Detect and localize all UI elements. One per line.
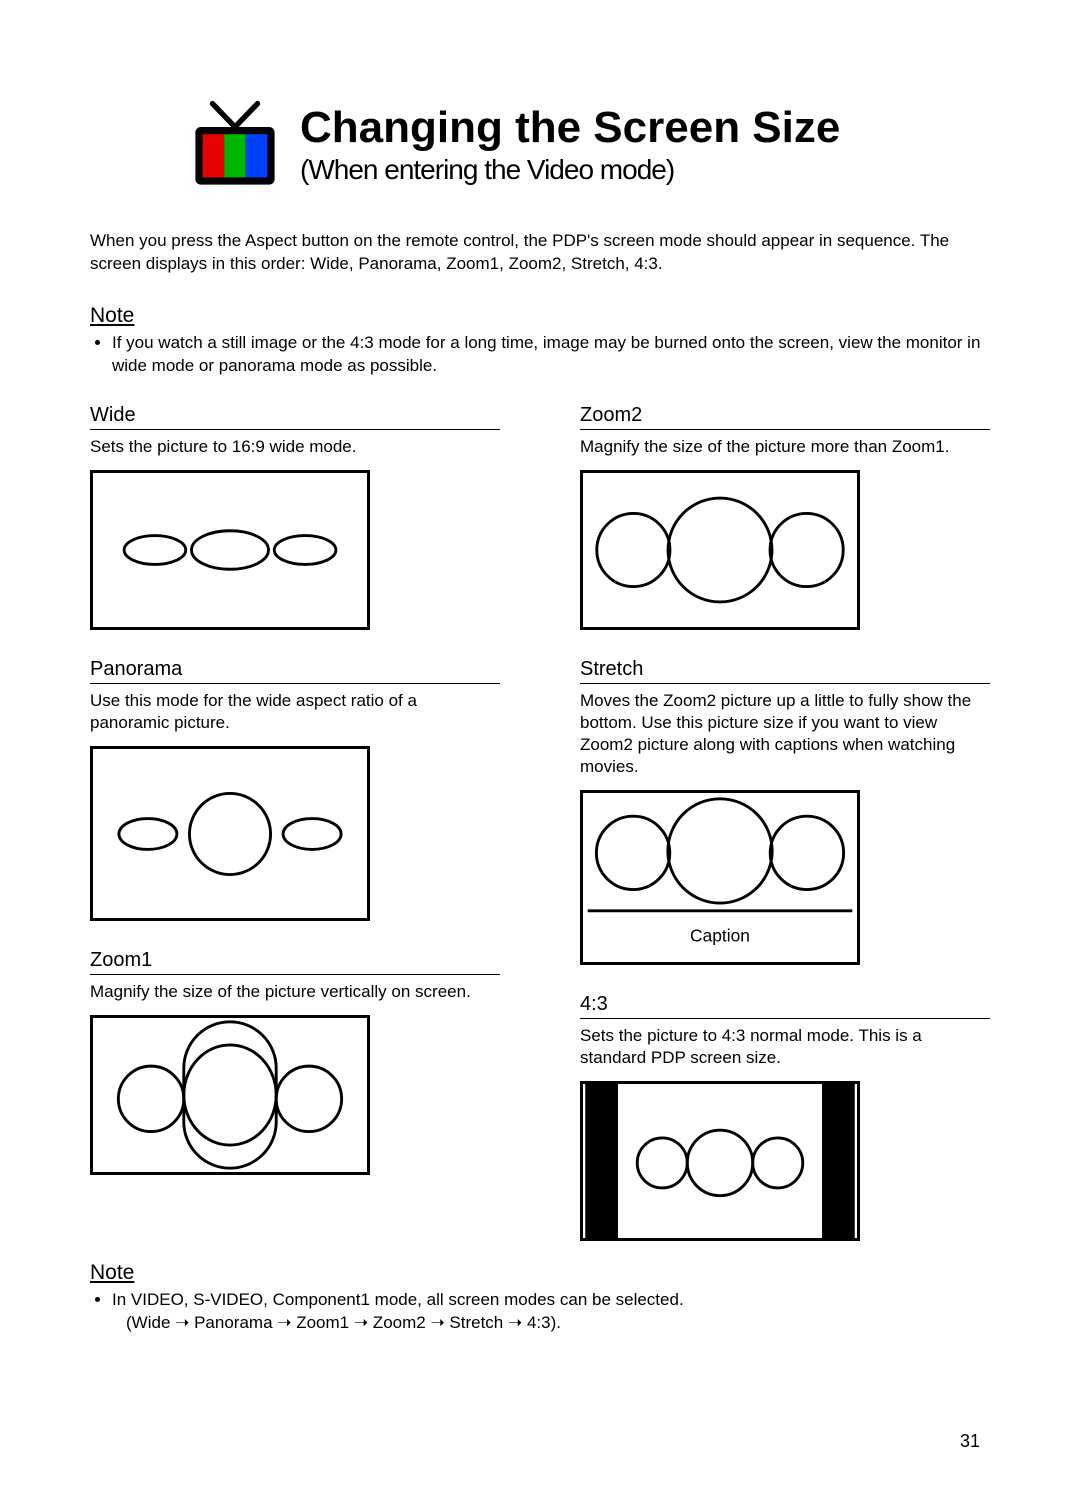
- diagram-stretch: Caption: [580, 790, 860, 965]
- title-block: Changing the Screen Size (When entering …: [300, 104, 840, 186]
- mode-zoom1-title: Zoom1: [90, 949, 500, 975]
- sub-title: (When entering the Video mode): [300, 154, 840, 186]
- main-title: Changing the Screen Size: [300, 104, 840, 152]
- mode-zoom2-title: Zoom2: [580, 404, 990, 430]
- mode-wide-desc: Sets the picture to 16:9 wide mode.: [90, 436, 500, 458]
- diagram-wide: [90, 470, 370, 630]
- note-heading-top: Note: [90, 304, 990, 328]
- mode-panorama: Panorama Use this mode for the wide aspe…: [90, 658, 500, 921]
- note2-bullet: In VIDEO, S-VIDEO, Component1 mode, all …: [112, 1289, 990, 1335]
- note-bullet: If you watch a still image or the 4:3 mo…: [112, 332, 990, 378]
- svg-text:Caption: Caption: [690, 926, 750, 946]
- mode-panorama-desc: Use this mode for the wide aspect ratio …: [90, 690, 500, 734]
- tv-icon: [190, 100, 280, 190]
- intro-paragraph: When you press the Aspect button on the …: [90, 230, 990, 276]
- note2-text: In VIDEO, S-VIDEO, Component1 mode, all …: [112, 1290, 684, 1309]
- mode-zoom1: Zoom1 Magnify the size of the picture ve…: [90, 949, 500, 1175]
- mode-zoom2-desc: Magnify the size of the picture more tha…: [580, 436, 990, 458]
- mode-stretch-title: Stretch: [580, 658, 990, 684]
- mode-panorama-title: Panorama: [90, 658, 500, 684]
- modes-grid: Wide Sets the picture to 16:9 wide mode.…: [90, 404, 990, 1242]
- left-column: Wide Sets the picture to 16:9 wide mode.…: [90, 404, 500, 1242]
- mode-wide-title: Wide: [90, 404, 500, 430]
- diagram-panorama: [90, 746, 370, 921]
- note-list-top: If you watch a still image or the 4:3 mo…: [90, 332, 990, 378]
- mode-stretch: Stretch Moves the Zoom2 picture up a lit…: [580, 658, 990, 965]
- diagram-zoom2: [580, 470, 860, 630]
- mode-zoom1-desc: Magnify the size of the picture vertical…: [90, 981, 500, 1003]
- note2-sequence: (Wide ➝ Panorama ➝ Zoom1 ➝ Zoom2 ➝ Stret…: [126, 1313, 561, 1332]
- mode-43: 4:3 Sets the picture to 4:3 normal mode.…: [580, 993, 990, 1241]
- diagram-43: [580, 1081, 860, 1241]
- diagram-zoom1: [90, 1015, 370, 1175]
- mode-43-desc: Sets the picture to 4:3 normal mode. Thi…: [580, 1025, 990, 1069]
- note-list-bottom: In VIDEO, S-VIDEO, Component1 mode, all …: [90, 1289, 990, 1335]
- page-header: Changing the Screen Size (When entering …: [190, 100, 990, 190]
- right-column: Zoom2 Magnify the size of the picture mo…: [580, 404, 990, 1242]
- page-number: 31: [960, 1431, 980, 1452]
- mode-wide: Wide Sets the picture to 16:9 wide mode.: [90, 404, 500, 630]
- mode-stretch-desc: Moves the Zoom2 picture up a little to f…: [580, 690, 990, 778]
- mode-zoom2: Zoom2 Magnify the size of the picture mo…: [580, 404, 990, 630]
- note-heading-bottom: Note: [90, 1261, 990, 1285]
- mode-43-title: 4:3: [580, 993, 990, 1019]
